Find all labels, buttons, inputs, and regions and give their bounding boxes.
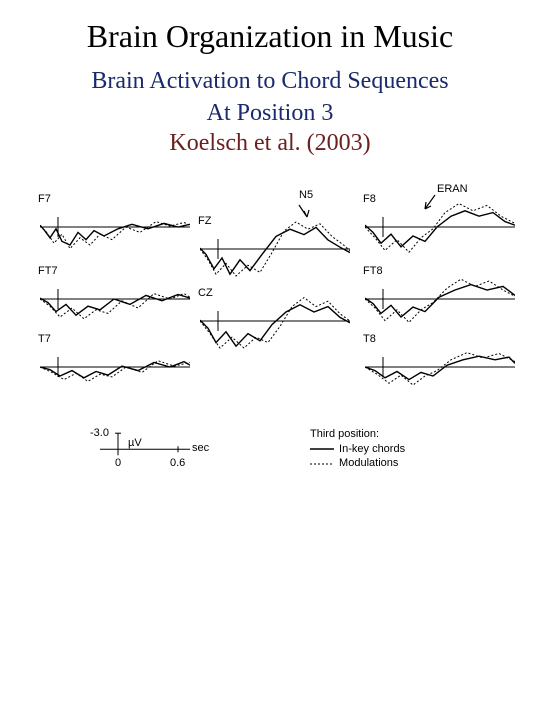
scale-x-tick-1: 0.6 — [170, 457, 185, 469]
axis-cross — [200, 239, 350, 259]
erp-panel-f7 — [40, 197, 190, 257]
series-in-key — [200, 227, 350, 274]
erp-panel-ft7 — [40, 269, 190, 329]
legend-heading: Third position: — [310, 427, 405, 442]
series-modulations — [365, 352, 515, 384]
legend-swatch-dashed — [310, 459, 336, 469]
legend-item-solid: In-key chords — [310, 442, 405, 457]
series-in-key — [200, 305, 350, 346]
erp-panel-t8 — [365, 337, 515, 397]
scale-x-tick-0: 0 — [115, 457, 121, 469]
panel-label-t7: T7 — [38, 333, 51, 345]
panel-label-f7: F7 — [38, 193, 51, 205]
arrow-n5 — [295, 203, 315, 221]
annotation-n5: N5 — [299, 189, 313, 201]
axis-cross — [365, 357, 515, 377]
axis-cross — [40, 217, 190, 237]
legend-swatch-solid — [310, 444, 336, 454]
slide: Brain Organization in Music Brain Activa… — [0, 0, 540, 720]
erp-panel-t7 — [40, 337, 190, 397]
series-modulations — [40, 221, 190, 248]
panel-label-f8: F8 — [363, 193, 376, 205]
scale-x-unit: sec — [192, 442, 209, 454]
legend-label-1: Modulations — [336, 457, 398, 469]
legend-item-dashed: Modulations — [310, 456, 405, 471]
series-modulations — [365, 279, 515, 322]
page-title: Brain Organization in Music — [0, 18, 540, 55]
series-in-key — [365, 356, 515, 379]
subtitle-line-2: At Position 3 — [0, 97, 540, 129]
panel-label-t8: T8 — [363, 333, 376, 345]
panel-label-cz: CZ — [198, 287, 213, 299]
axis-cross — [365, 289, 515, 309]
erp-panel-ft8 — [365, 269, 515, 329]
annotation-eran: ERAN — [437, 183, 468, 195]
subtitle-line-1: Brain Activation to Chord Sequences — [0, 65, 540, 97]
series-in-key — [40, 294, 190, 315]
legend: Third position: In-key chords Modulation… — [310, 427, 405, 472]
arrow-eran — [421, 193, 441, 213]
erp-panel-fz — [200, 219, 350, 279]
scale-y-value: -3.0 — [90, 427, 109, 439]
panel-label-ft8: FT8 — [363, 265, 383, 277]
panel-label-fz: FZ — [198, 215, 211, 227]
erp-chart-grid: F7 FZ F8 FT7 CZ FT8 T7 T8 N5 ERAN -3.0 µV 0 0.6 sec Thi… — [20, 169, 520, 489]
legend-label-0: In-key chords — [336, 443, 405, 455]
series-in-key — [365, 211, 515, 247]
erp-panel-cz — [200, 291, 350, 351]
scale-y-unit: µV — [128, 437, 142, 449]
series-in-key — [365, 284, 515, 316]
panel-label-ft7: FT7 — [38, 265, 58, 277]
citation: Koelsch et al. (2003) — [0, 130, 540, 157]
